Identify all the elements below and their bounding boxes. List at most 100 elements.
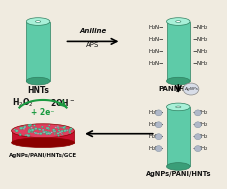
Text: $-$NH$_2$: $-$NH$_2$ <box>192 59 209 68</box>
Ellipse shape <box>28 134 30 136</box>
Ellipse shape <box>195 110 201 116</box>
Text: H$_2$N$-$: H$_2$N$-$ <box>148 144 165 153</box>
Ellipse shape <box>195 146 201 152</box>
Ellipse shape <box>30 129 32 131</box>
Ellipse shape <box>19 127 23 129</box>
Ellipse shape <box>35 132 37 134</box>
Ellipse shape <box>176 21 181 22</box>
Ellipse shape <box>34 132 35 133</box>
Text: APS: APS <box>86 42 100 48</box>
Text: HNTs: HNTs <box>27 86 49 95</box>
Ellipse shape <box>155 122 162 128</box>
Ellipse shape <box>61 130 64 132</box>
Ellipse shape <box>29 129 31 130</box>
Text: $-$NH$_2$: $-$NH$_2$ <box>192 144 209 153</box>
Ellipse shape <box>26 134 28 136</box>
Ellipse shape <box>67 130 68 131</box>
Ellipse shape <box>48 127 49 128</box>
Ellipse shape <box>28 131 30 133</box>
Ellipse shape <box>23 128 25 129</box>
Ellipse shape <box>15 130 18 132</box>
Ellipse shape <box>66 129 68 131</box>
Ellipse shape <box>69 129 71 131</box>
Ellipse shape <box>57 127 59 129</box>
Ellipse shape <box>41 126 43 128</box>
Ellipse shape <box>38 128 41 130</box>
Ellipse shape <box>69 128 72 130</box>
Ellipse shape <box>33 125 36 126</box>
Ellipse shape <box>12 124 74 138</box>
Ellipse shape <box>176 106 181 108</box>
Text: $-$NH$_2$: $-$NH$_2$ <box>192 108 209 117</box>
Ellipse shape <box>31 129 34 131</box>
Ellipse shape <box>29 130 32 132</box>
Ellipse shape <box>24 127 26 128</box>
Text: + 2e⁻: + 2e⁻ <box>31 108 55 117</box>
Text: Aniline: Aniline <box>79 29 107 34</box>
Ellipse shape <box>58 130 60 131</box>
Ellipse shape <box>58 135 60 136</box>
Text: H$_2$N$-$: H$_2$N$-$ <box>148 120 165 129</box>
Ellipse shape <box>166 103 190 111</box>
Ellipse shape <box>39 132 42 135</box>
Ellipse shape <box>59 132 61 133</box>
Ellipse shape <box>64 126 66 127</box>
Ellipse shape <box>46 127 49 129</box>
Ellipse shape <box>57 126 59 127</box>
Ellipse shape <box>21 127 24 129</box>
Ellipse shape <box>39 129 41 130</box>
Ellipse shape <box>60 127 62 128</box>
Ellipse shape <box>28 129 30 131</box>
Ellipse shape <box>61 132 62 133</box>
Ellipse shape <box>46 133 48 135</box>
Ellipse shape <box>24 126 26 128</box>
Ellipse shape <box>43 132 45 133</box>
Text: H$_2$N$-$: H$_2$N$-$ <box>148 108 165 117</box>
Text: H$_2$N$-$: H$_2$N$-$ <box>148 23 165 32</box>
Text: H$_2$N$-$: H$_2$N$-$ <box>148 35 165 44</box>
Ellipse shape <box>52 129 55 131</box>
Bar <box>166 107 190 167</box>
Text: AgNPs: AgNPs <box>184 87 198 91</box>
Ellipse shape <box>64 129 67 132</box>
Bar <box>12 131 74 143</box>
Ellipse shape <box>195 122 201 128</box>
Ellipse shape <box>54 133 55 135</box>
Ellipse shape <box>56 127 58 128</box>
Ellipse shape <box>53 131 55 132</box>
Ellipse shape <box>47 133 49 134</box>
Ellipse shape <box>155 134 162 140</box>
Ellipse shape <box>166 163 190 170</box>
Ellipse shape <box>69 131 70 133</box>
Ellipse shape <box>28 124 30 126</box>
Bar <box>166 22 190 81</box>
Ellipse shape <box>25 134 27 136</box>
Ellipse shape <box>183 83 199 95</box>
Text: AgNPs/PANI/HNTs: AgNPs/PANI/HNTs <box>146 171 211 177</box>
Ellipse shape <box>53 130 56 132</box>
Ellipse shape <box>42 129 44 131</box>
Text: PANI/HNTs: PANI/HNTs <box>158 86 199 92</box>
Text: H$_2$N$-$: H$_2$N$-$ <box>148 59 165 68</box>
Ellipse shape <box>42 129 44 131</box>
Ellipse shape <box>26 77 50 85</box>
Text: AgNPs/PANI/HNTs/GCE: AgNPs/PANI/HNTs/GCE <box>9 153 77 158</box>
Ellipse shape <box>37 133 39 134</box>
Ellipse shape <box>155 146 162 152</box>
Ellipse shape <box>34 128 37 130</box>
Ellipse shape <box>31 131 33 133</box>
Ellipse shape <box>62 126 65 129</box>
Ellipse shape <box>31 127 33 128</box>
Ellipse shape <box>69 132 71 134</box>
Ellipse shape <box>35 21 41 22</box>
Text: H$_2$N$-$: H$_2$N$-$ <box>148 132 165 141</box>
Ellipse shape <box>26 18 50 25</box>
Ellipse shape <box>195 134 201 140</box>
Ellipse shape <box>44 131 47 133</box>
Ellipse shape <box>47 132 50 134</box>
Text: H$_2$O$_2$: H$_2$O$_2$ <box>12 97 33 109</box>
Text: $-$NH$_2$: $-$NH$_2$ <box>192 23 209 32</box>
Ellipse shape <box>62 134 63 135</box>
Text: $-$NH$_2$: $-$NH$_2$ <box>192 120 209 129</box>
Text: $-$NH$_2$: $-$NH$_2$ <box>192 47 209 56</box>
